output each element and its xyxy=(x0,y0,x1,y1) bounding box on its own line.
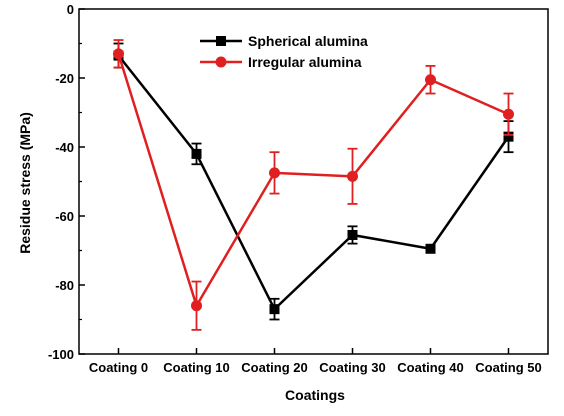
data-point xyxy=(191,148,202,159)
legend-item-1: Spherical alumina xyxy=(200,33,368,49)
data-point xyxy=(113,48,124,60)
series-1 xyxy=(113,42,514,321)
data-point xyxy=(191,300,202,312)
y-tick-label: -20 xyxy=(55,71,74,86)
data-point xyxy=(425,74,436,86)
series-layer xyxy=(113,39,514,331)
x-tick-label: Coating 30 xyxy=(319,360,385,375)
legend-marker xyxy=(215,56,227,68)
x-tick-label: Coating 0 xyxy=(89,360,148,375)
legend-label: Spherical alumina xyxy=(248,33,368,49)
data-point xyxy=(347,229,358,240)
series-line xyxy=(117,54,510,311)
data-point xyxy=(503,131,514,142)
series-2 xyxy=(113,39,514,331)
x-axis-title: Coatings xyxy=(285,387,345,403)
x-axis: Coating 0 Coating 10 Coating 20 Coating 30 C… xyxy=(89,348,542,375)
y-tick-label: -80 xyxy=(55,278,74,293)
y-axis-title: Residue stress (MPa) xyxy=(17,112,33,254)
data-point xyxy=(425,243,436,254)
y-tick-label: -40 xyxy=(55,140,74,155)
x-tick-label: Coating 20 xyxy=(241,360,307,375)
y-axis: 0 -20 -40 -60 -80 -100 xyxy=(48,2,85,362)
legend-label: Irregular alumina xyxy=(248,54,362,70)
data-point xyxy=(269,304,280,315)
y-tick-label: 0 xyxy=(67,2,74,17)
data-point xyxy=(503,108,514,120)
y-tick-label: -100 xyxy=(48,347,74,362)
x-tick-label: Coating 50 xyxy=(475,360,541,375)
legend-item-2: Irregular alumina xyxy=(200,54,362,70)
x-tick-label: Coating 40 xyxy=(397,360,463,375)
data-point xyxy=(347,170,358,182)
x-tick-label: Coating 10 xyxy=(163,360,229,375)
y-tick-label: -60 xyxy=(55,209,74,224)
legend-marker xyxy=(216,36,226,46)
legend: Spherical alumina Irregular alumina xyxy=(200,33,368,70)
series-line xyxy=(117,53,510,307)
data-point xyxy=(269,167,280,179)
